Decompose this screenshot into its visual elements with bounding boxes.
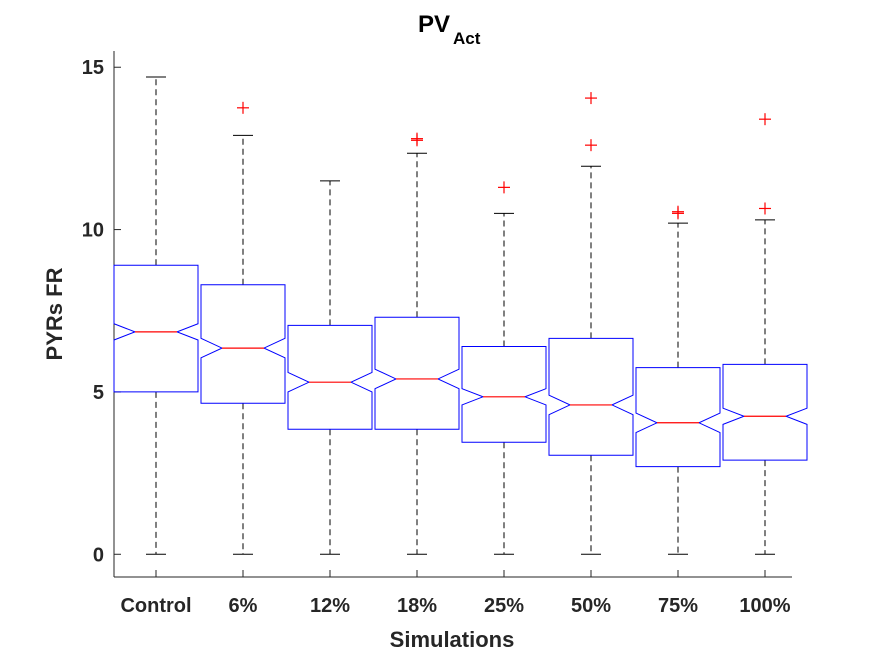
chart-title-subscript: Act (453, 29, 481, 48)
boxes (113, 76, 808, 555)
y-tick-label: 0 (93, 544, 104, 566)
notched-box (287, 324, 373, 430)
x-tick-label: 12% (310, 595, 350, 617)
x-tick-label: 100% (739, 595, 790, 617)
outlier-marker (672, 205, 684, 218)
notched-box (635, 367, 721, 468)
x-tick-label: 18% (397, 595, 437, 617)
outlier-marker (759, 113, 771, 126)
notched-box (548, 337, 634, 456)
chart-title-main: PV (418, 11, 450, 38)
x-tick-label: Control (120, 595, 191, 617)
notched-box (374, 316, 460, 430)
y-tick-label: 15 (82, 57, 104, 79)
outlier-marker (585, 139, 597, 152)
notched-box (200, 284, 286, 404)
box-6 (635, 205, 721, 555)
x-tick-label: 25% (484, 595, 524, 617)
outlier-marker (498, 181, 510, 194)
x-tick-label: 6% (229, 595, 258, 617)
notched-box (461, 345, 547, 443)
notched-box (722, 363, 808, 461)
outlier-marker (411, 132, 423, 145)
x-axis-label: Simulations (390, 627, 515, 652)
chart-title: PV Act (418, 11, 481, 48)
outlier-marker (237, 101, 249, 114)
box-0 (113, 76, 199, 555)
y-axis-label: PYRs FR (42, 267, 67, 360)
box-1 (200, 101, 286, 555)
y-tick-label: 5 (93, 382, 104, 404)
box-3 (374, 132, 460, 555)
y-tick-label: 10 (82, 220, 104, 242)
box-2 (287, 180, 373, 555)
notched-box (113, 264, 199, 393)
outlier-marker (759, 202, 771, 215)
outlier-marker (585, 92, 597, 105)
box-5 (548, 92, 634, 555)
x-tick-label: 75% (658, 595, 698, 617)
box-7 (722, 113, 808, 555)
x-tick-label: 50% (571, 595, 611, 617)
axes: 0 5 10 15 Control 6% 12% 18% 25% 50% 75% 100% (82, 51, 792, 617)
box-4 (461, 181, 547, 555)
